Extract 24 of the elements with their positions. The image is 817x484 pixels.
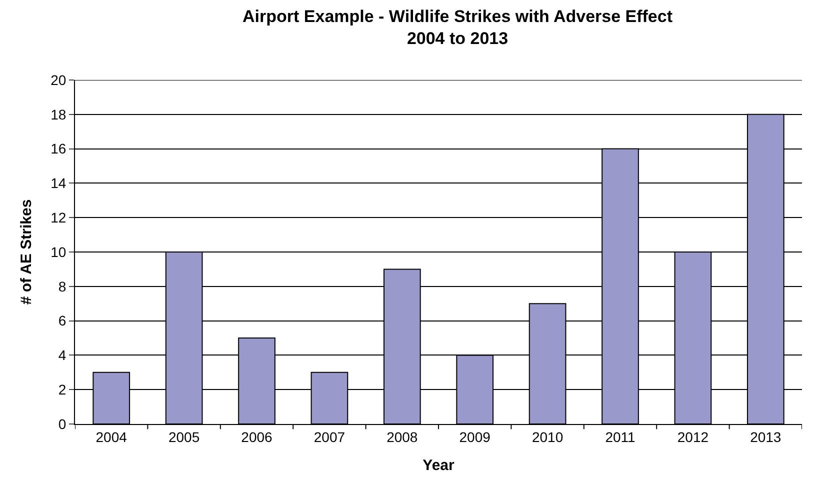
x-tick-label: 2004 xyxy=(96,428,128,445)
y-tick-label: 20 xyxy=(50,72,66,88)
y-tick-label: 0 xyxy=(58,416,66,432)
y-tick-label: 4 xyxy=(58,347,66,364)
x-tick-label: 2010 xyxy=(532,428,564,445)
y-tick-label: 14 xyxy=(50,175,66,192)
chart-title: Airport Example - Wildlife Strikes with Adverse Effect 2004 to 2013 xyxy=(242,6,673,48)
y-axis-title: # of AE Strikes xyxy=(18,199,35,305)
y-tick-label: 8 xyxy=(58,278,66,294)
x-tick-label: 2009 xyxy=(459,428,491,445)
x-tick-label: 2013 xyxy=(750,428,782,445)
x-axis-title: Year xyxy=(422,456,455,474)
x-tick-label: 2006 xyxy=(241,428,273,445)
y-tick-label: 12 xyxy=(50,210,66,226)
x-tick-label: 2011 xyxy=(605,428,636,445)
y-tick-label: 16 xyxy=(50,140,66,157)
x-tick-label: 2005 xyxy=(168,428,200,445)
x-tick-label: 2007 xyxy=(314,428,346,445)
x-tick-label: 2012 xyxy=(677,428,709,445)
y-tick-label: 6 xyxy=(58,312,66,329)
x-tick-label: 2008 xyxy=(386,428,418,445)
y-tick-label: 2 xyxy=(58,382,66,398)
y-tick-label: 18 xyxy=(50,106,66,122)
y-tick-label: 10 xyxy=(50,244,66,260)
